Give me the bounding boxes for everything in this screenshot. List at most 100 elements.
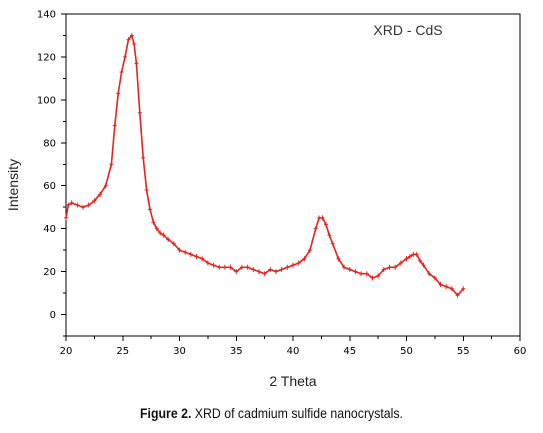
y-tick-label: 100 [37,95,56,106]
xrd-data-point [285,264,290,270]
xrd-data-point [327,232,332,238]
xrd-data-point [126,37,131,43]
y-tick-label: 0 [50,310,56,321]
xrd-data-point [116,90,121,96]
xrd-data-point [432,275,437,281]
y-tick-label: 60 [43,181,56,192]
xrd-data-point [359,271,364,277]
xrd-data-point [86,202,91,208]
xrd-data-point [407,254,412,260]
xrd-data-point [234,269,239,275]
xrd-data-point [147,206,152,212]
xrd-data-point [262,271,267,277]
xrd-data-point [336,256,341,262]
y-tick-label: 40 [43,224,56,235]
figure-caption-text: XRD of cadmium sulfide nanocrystals. [194,405,403,421]
x-tick-label: 30 [173,346,186,357]
xrd-data-point [317,215,322,221]
xrd-data-point [66,202,71,208]
xrd-data-point [171,241,176,247]
xrd-series-line [65,34,464,297]
xrd-data-point [330,241,335,247]
xrd-data-point [103,183,108,189]
xrd-data-point [137,110,142,116]
xrd-data-point [251,266,256,272]
xrd-data-point [205,260,210,266]
xrd-data-point [273,269,278,275]
y-axis-title: Intensity [5,159,21,211]
xrd-data-point [109,161,114,167]
xrd-data-point [461,286,466,292]
xrd-data-point [141,155,146,161]
x-tick-label: 45 [343,346,356,357]
xrd-data-point [347,266,352,272]
xrd-data-point [211,262,216,268]
xrd-data-point [134,60,139,66]
xrd-data-point [291,262,295,268]
y-tick-label: 20 [43,267,56,278]
x-tick-label: 60 [514,346,527,357]
xrd-data-point [323,221,328,227]
xrd-data-point [144,187,149,193]
xrd-data-point [427,271,432,277]
xrd-data-point [64,215,68,221]
x-tick-label: 40 [287,346,300,357]
x-tick-label: 55 [457,346,470,357]
xrd-data-point [279,266,284,272]
xrd-data-point [194,254,199,260]
xrd-data-point [217,264,222,270]
xrd-data-point [421,262,426,268]
chart-series [64,32,466,298]
xrd-data-point [154,226,159,232]
xrd-data-point [444,284,449,290]
xrd-data-point [112,123,117,129]
xrd-data-point [342,264,347,270]
x-tick-label: 35 [230,346,243,357]
x-tick-label: 25 [116,346,129,357]
xrd-data-point [161,232,166,238]
x-tick-label: 50 [400,346,413,357]
xrd-data-point [411,251,416,257]
y-tick-label: 120 [37,52,56,63]
xrd-data-point [129,32,134,38]
xrd-data-point [158,230,163,236]
xrd-data-point [418,258,423,264]
xrd-data-point [245,264,250,270]
xrd-data-point [256,269,261,275]
xrd-data-point [81,204,86,210]
xrd-data-point [69,200,74,206]
xrd-data-point [239,264,244,270]
xrd-data-point [92,198,97,204]
xrd-data-point [438,281,443,287]
xrd-data-point [364,271,369,277]
xrd-data-point [398,260,403,266]
xrd-data-point [123,54,128,60]
xrd-data-point [353,269,358,275]
chart-title: XRD - CdS [373,22,442,38]
xrd-data-point [222,264,227,270]
y-tick-label: 140 [37,10,56,21]
y-tick-label: 80 [43,138,56,149]
figure-caption: Figure 2. XRD of cadmium sulfide nanocry… [33,405,511,421]
chart-ticks: 20 25 30 35 40 45 50 55 60 0 20 40 60 80 100 120 140 [37,10,526,358]
xrd-data-point [370,275,375,281]
xrd-data-point [151,219,156,225]
xrd-data-point [381,266,386,272]
xrd-data-point [132,41,137,47]
xrd-data-point [376,273,381,279]
xrd-data-point [404,256,409,262]
xrd-data-point [313,226,318,232]
xrd-data-point [455,292,460,298]
xrd-data-point [414,251,419,257]
xrd-data-point [296,260,301,266]
xrd-data-point [183,249,188,255]
xrd-data-point [302,256,307,262]
xrd-data-point [393,264,398,270]
xrd-data-point [200,256,205,262]
figure-label: Figure 2. [140,405,192,421]
xrd-data-point [75,202,80,208]
xrd-data-point [177,247,182,253]
xrd-data-point [188,251,193,257]
xrd-data-point [449,286,454,292]
xrd-data-point [387,264,392,270]
